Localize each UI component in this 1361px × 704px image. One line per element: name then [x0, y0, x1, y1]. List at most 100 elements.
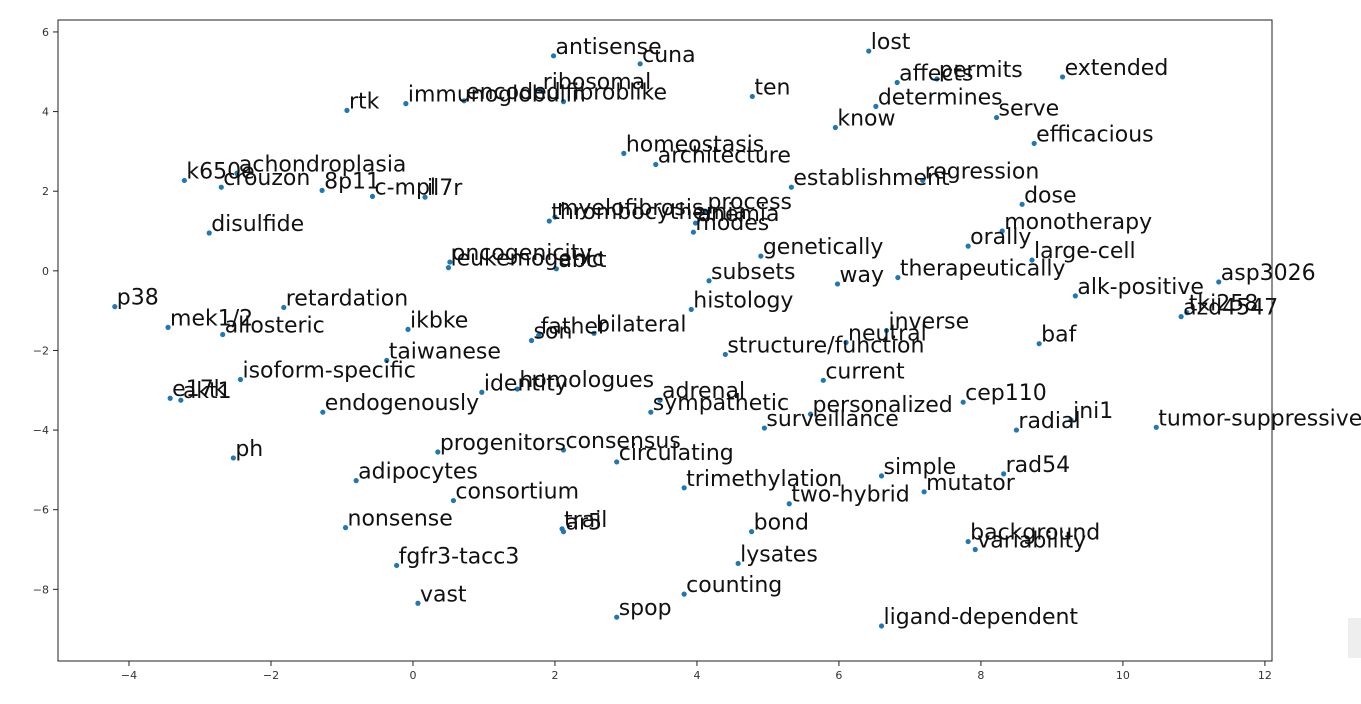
data-point	[178, 397, 184, 403]
plot-frame	[57, 19, 1273, 662]
data-point	[344, 107, 350, 113]
data-point-label: immunoglobulin	[408, 83, 586, 108]
data-point	[614, 459, 620, 465]
data-point	[553, 266, 559, 272]
data-point-label: fgfr3-tacc3	[399, 544, 520, 569]
data-point-label: surveillance	[766, 407, 898, 432]
data-point-label: efficacious	[1036, 122, 1153, 147]
x-tick-label: 0	[409, 669, 416, 682]
data-point-label: antisense	[556, 35, 662, 60]
data-point-label: oncogenicity	[452, 241, 592, 266]
data-point	[749, 93, 755, 100]
data-point-label: sympathetic	[653, 391, 789, 416]
data-point-label: ph	[235, 437, 263, 462]
data-point-label: abct	[558, 248, 607, 273]
data-point-label: subsets	[711, 260, 795, 285]
data-point	[921, 489, 927, 495]
data-point-label: lysates	[740, 542, 818, 567]
data-point	[528, 337, 535, 344]
data-point	[1059, 74, 1066, 80]
data-point-label: ten	[754, 75, 790, 100]
x-tick-label: 10	[1116, 669, 1130, 682]
data-point	[591, 330, 597, 336]
data-point-label: modes	[695, 211, 769, 236]
data-point-label: establishment	[793, 166, 950, 191]
data-point-label: histology	[693, 288, 793, 313]
data-point-label: mek1/2	[170, 306, 253, 331]
data-point	[165, 324, 171, 330]
data-point	[320, 409, 326, 415]
data-point-label: variability	[977, 529, 1086, 554]
data-point	[834, 281, 841, 287]
data-point-label: spop	[619, 596, 672, 621]
data-point-label: myelofibrosis	[557, 196, 703, 221]
data-point-label: simple	[884, 455, 957, 480]
data-point-label: circulating	[619, 441, 734, 466]
x-tick-label: −4	[121, 669, 137, 682]
data-point	[234, 170, 240, 176]
data-point-label: regression	[925, 159, 1040, 184]
data-point-label: affects	[899, 62, 973, 87]
data-point	[807, 411, 814, 417]
data-point	[1031, 140, 1037, 147]
data-point-label: leukemogenic	[450, 247, 604, 272]
data-point	[422, 194, 428, 200]
data-point-label: anemia	[698, 202, 780, 227]
data-point	[342, 525, 349, 531]
data-point	[394, 562, 400, 569]
data-point-label: serve	[999, 97, 1060, 122]
data-point-label: retardation	[286, 286, 408, 311]
data-point	[384, 357, 390, 364]
data-point	[972, 546, 978, 553]
data-point	[934, 76, 940, 82]
data-point-label: homeostasis	[626, 132, 764, 157]
data-point	[614, 614, 620, 620]
data-point-label: allosteric	[225, 314, 325, 339]
x-tick-label: 4	[693, 669, 700, 682]
data-point	[514, 386, 520, 392]
data-point-label: isoform-specific	[242, 359, 415, 384]
data-point	[112, 304, 118, 310]
data-point-label: akt1	[183, 379, 232, 404]
data-point	[281, 304, 287, 311]
data-point	[1184, 310, 1190, 316]
data-point-label: father	[541, 314, 608, 339]
data-point	[878, 473, 885, 479]
data-point	[999, 228, 1005, 234]
data-point-label: progenitors	[440, 431, 566, 456]
data-point-label: rad54	[1006, 453, 1071, 478]
x-tick-label: 6	[835, 669, 842, 682]
data-point	[690, 229, 696, 235]
data-point	[445, 265, 452, 271]
data-point	[550, 53, 557, 59]
y-tick-label: 0	[42, 265, 49, 278]
data-point	[552, 214, 558, 220]
data-point	[1153, 424, 1159, 430]
data-point-label: vast	[420, 582, 467, 607]
data-point	[538, 88, 544, 94]
data-point	[895, 274, 901, 281]
data-point-label: ligand-dependent	[884, 605, 1079, 630]
data-point-label: ar5	[565, 511, 602, 536]
data-point	[894, 79, 900, 86]
data-point-label: therapeutically	[900, 257, 1066, 282]
data-point	[681, 591, 687, 597]
data-point-label: k650e	[186, 159, 254, 184]
data-point	[560, 529, 567, 535]
data-point	[621, 150, 627, 156]
data-point-label: adrenal	[662, 379, 745, 404]
axis-ticks: −4 −2 0 2 4 6 8 10 12 6 4 2 0 −2 −4 −6 −8	[33, 26, 1272, 682]
data-point-label: e17k	[172, 377, 227, 402]
data-point	[758, 253, 764, 259]
data-point-label: identity	[484, 371, 568, 396]
data-point	[319, 187, 325, 194]
data-point	[546, 218, 552, 224]
data-point	[786, 501, 792, 507]
data-point-label: two-hybrid	[791, 483, 909, 508]
data-point	[560, 447, 567, 453]
data-point	[657, 397, 663, 403]
data-point-label: ribosomal	[543, 70, 652, 95]
y-tick-label: 6	[42, 26, 49, 39]
data-point-label: extended	[1065, 56, 1169, 81]
